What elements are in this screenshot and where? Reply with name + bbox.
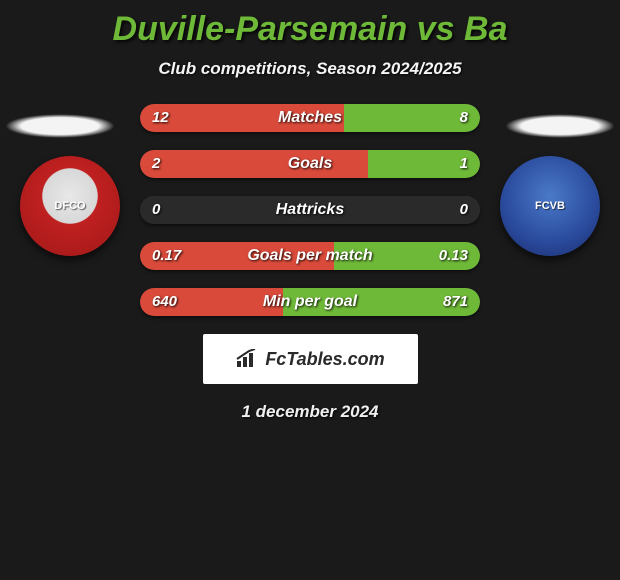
stat-value-left: 2 — [152, 150, 160, 178]
club-badge-right-abbrev: FCVB — [535, 200, 565, 212]
stat-label: Hattricks — [140, 196, 480, 224]
date-label: 1 december 2024 — [0, 402, 620, 422]
stat-bars: Matches12 8 Goals2 1 Hattricks0 0 Goals per ma… — [140, 104, 480, 316]
stat-value-right: 871 — [443, 288, 468, 316]
player-shadow-left — [5, 114, 115, 138]
stat-label: Min per goal — [140, 288, 480, 316]
stat-value-left: 0.17 — [152, 242, 181, 270]
logo-text: FcTables.com — [265, 349, 384, 370]
stat-value-right: 0.13 — [439, 242, 468, 270]
stat-label: Goals — [140, 150, 480, 178]
stat-row: Matches12 8 — [140, 104, 480, 132]
stat-row: Goals per match0.17 0.13 — [140, 242, 480, 270]
stat-row: Min per goal640 871 — [140, 288, 480, 316]
stat-value-left: 640 — [152, 288, 177, 316]
page-title: Duville-Parsemain vs Ba — [0, 0, 620, 49]
stat-value-right: 8 — [460, 104, 468, 132]
stat-value-left: 12 — [152, 104, 169, 132]
club-badge-left: DFCO — [20, 156, 120, 256]
subtitle: Club competitions, Season 2024/2025 — [0, 59, 620, 79]
club-badge-left-abbrev: DFCO — [54, 200, 85, 212]
stat-label: Goals per match — [140, 242, 480, 270]
stat-value-right: 0 — [460, 196, 468, 224]
player-shadow-right — [505, 114, 615, 138]
stat-row: Hattricks0 0 — [140, 196, 480, 224]
club-badge-right: FCVB — [500, 156, 600, 256]
logo-chart-icon — [235, 349, 259, 369]
stat-value-right: 1 — [460, 150, 468, 178]
stat-label: Matches — [140, 104, 480, 132]
logo-box: FcTables.com — [203, 334, 418, 384]
stat-value-left: 0 — [152, 196, 160, 224]
stat-row: Goals2 1 — [140, 150, 480, 178]
comparison-stage: DFCO FCVB Matches12 8 Goals2 1 Hattricks0 0 Go… — [0, 104, 620, 422]
